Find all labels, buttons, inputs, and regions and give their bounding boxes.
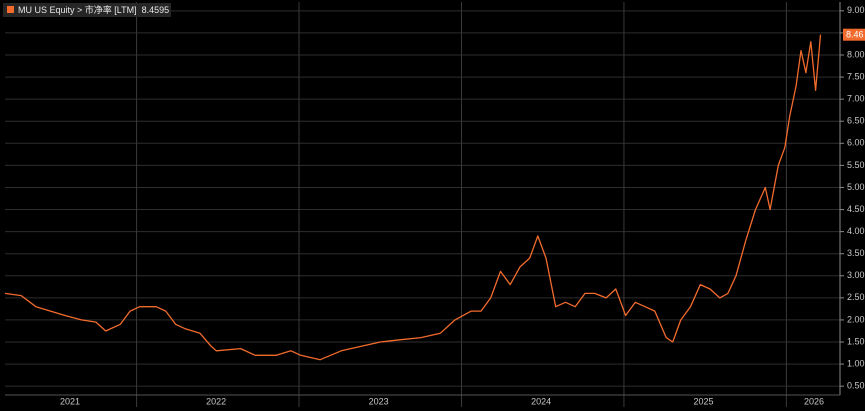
y-tick-label: 3.00 [847, 270, 865, 280]
y-tick-label: 0.50 [847, 381, 865, 391]
y-tick-label: 3.50 [847, 248, 865, 258]
y-tick-label: 5.00 [847, 182, 865, 192]
line-layer: 8.46 [4, 28, 865, 361]
y-tick-label: 1.50 [847, 336, 865, 346]
x-tick-label: 2025 [694, 396, 714, 406]
legend-label: MU US Equity > 市净率 [LTM] [18, 4, 137, 15]
y-tick-label: 2.50 [847, 292, 865, 302]
x-tick-label: 2023 [369, 396, 389, 406]
y-tick-label: 1.00 [847, 358, 865, 368]
x-tick-label: 2024 [531, 396, 551, 406]
y-tick-label: 2.00 [847, 314, 865, 324]
y-tick-label: 9.00 [847, 5, 865, 15]
y-tick-label: 6.00 [847, 138, 865, 148]
y-tick-label: 4.00 [847, 226, 865, 236]
y-tick-label: 7.00 [847, 94, 865, 104]
legend-box [3, 3, 171, 17]
y-tick-label: 6.50 [847, 116, 865, 126]
x-tick-label: 2022 [206, 396, 226, 406]
last-value-badge [843, 28, 865, 41]
y-tick-label: 7.50 [847, 71, 865, 81]
y-tick-label: 4.50 [847, 204, 865, 214]
series-line [4, 34, 822, 361]
last-value-label: 8.46 [846, 30, 864, 40]
grid-layer: 0.50 1.00 1.50 2.00 2.50 3.00 3.50 4.00 4.50 5.00… [5, 2, 865, 407]
x-tick-label: 2026 [804, 396, 824, 406]
legend-value: 8.4595 [142, 5, 170, 15]
x-tick-label: 2021 [60, 396, 80, 406]
legend-swatch [7, 6, 14, 13]
y-tick-label: 8.00 [847, 49, 865, 59]
y-tick-label: 5.50 [847, 160, 865, 170]
